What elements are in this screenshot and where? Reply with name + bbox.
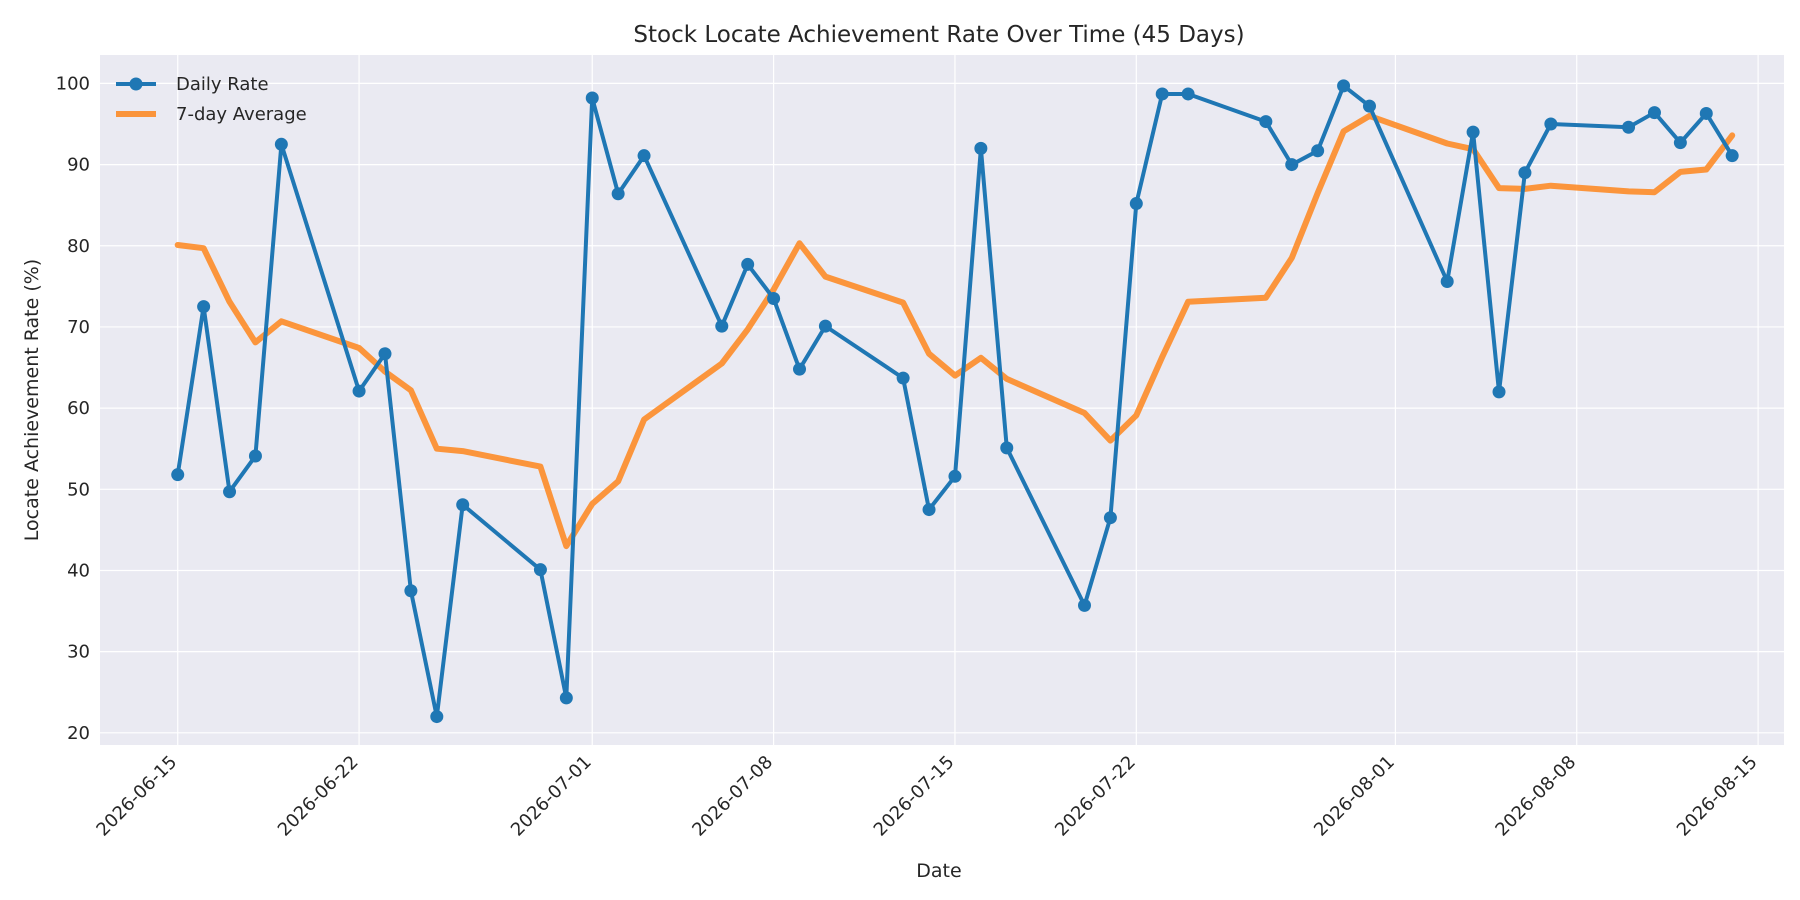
x-tick-label: 2026-07-22 (1051, 752, 1140, 841)
y-tick-label: 90 (67, 155, 90, 176)
data-point-daily-rate (637, 149, 651, 163)
y-tick-label: 40 (67, 560, 90, 581)
y-tick-label: 30 (67, 642, 90, 663)
data-point-daily-rate (274, 137, 288, 151)
data-point-daily-rate (1129, 197, 1143, 211)
series-line-7-day-average (174, 112, 1736, 550)
y-tick-label: 20 (67, 723, 90, 744)
data-point-daily-rate (1285, 158, 1299, 172)
data-point-daily-rate (352, 384, 366, 398)
x-tick-label: 2026-07-01 (507, 752, 596, 841)
data-point-daily-rate (223, 485, 237, 499)
data-point-daily-rate (456, 498, 470, 512)
data-point-daily-rate (741, 257, 755, 271)
data-point-daily-rate (378, 347, 392, 361)
chart-title: Stock Locate Achievement Rate Over Time … (633, 22, 1244, 48)
data-point-daily-rate (197, 300, 211, 314)
y-axis-label: Locate Achievement Rate (%) (21, 259, 43, 541)
data-point-daily-rate (1492, 385, 1506, 399)
data-point-daily-rate (1518, 166, 1532, 180)
x-tick-label: 2026-06-22 (274, 752, 363, 841)
y-tick-label: 50 (67, 479, 90, 500)
data-point-daily-rate (1103, 511, 1117, 525)
data-point-daily-rate (430, 710, 444, 724)
x-tick-label: 2026-08-01 (1310, 752, 1399, 841)
data-point-daily-rate (793, 362, 807, 376)
data-point-daily-rate (1544, 117, 1558, 131)
data-point-daily-rate (1725, 149, 1739, 163)
y-tick-label: 80 (67, 236, 90, 257)
x-tick-label: 2026-07-08 (688, 752, 777, 841)
data-point-daily-rate (1337, 79, 1351, 93)
data-point-daily-rate (1362, 99, 1376, 113)
data-point-daily-rate (818, 319, 832, 333)
y-tick-label: 60 (67, 398, 90, 419)
y-tick-label: 70 (67, 317, 90, 338)
data-point-daily-rate (1155, 87, 1169, 101)
x-tick-label: 2026-08-08 (1491, 752, 1580, 841)
data-point-daily-rate (948, 469, 962, 483)
legend-marker-daily-rate (129, 77, 143, 91)
data-point-daily-rate (1259, 115, 1273, 129)
x-tick-label: 2026-06-15 (92, 752, 181, 841)
data-point-daily-rate (1181, 87, 1195, 101)
data-point-daily-rate (896, 371, 910, 385)
data-point-daily-rate (404, 584, 418, 598)
data-point-daily-rate (1077, 598, 1091, 612)
data-point-daily-rate (1673, 136, 1687, 150)
data-point-daily-rate (1000, 441, 1014, 455)
y-tick-label: 100 (56, 73, 90, 94)
data-point-daily-rate (715, 319, 729, 333)
legend-label-7-day-average: 7-day Average (176, 104, 307, 125)
plot-area (100, 55, 1784, 745)
data-point-daily-rate (1466, 125, 1480, 139)
data-point-daily-rate (767, 292, 781, 306)
data-point-daily-rate (559, 691, 573, 705)
data-point-daily-rate (585, 91, 599, 105)
data-point-daily-rate (611, 187, 625, 201)
grid (100, 55, 1784, 745)
x-tick-label: 2026-08-15 (1673, 752, 1762, 841)
x-axis-label: Date (916, 860, 961, 882)
data-point-daily-rate (171, 468, 185, 482)
data-point-daily-rate (1311, 144, 1325, 158)
series-layer (171, 79, 1739, 724)
legend: Daily Rate 7-day Average (116, 74, 307, 125)
data-point-daily-rate (1622, 120, 1636, 134)
x-tick-label: 2026-07-15 (870, 752, 959, 841)
data-point-daily-rate (248, 449, 262, 463)
data-point-daily-rate (1699, 106, 1713, 120)
data-point-daily-rate (533, 563, 547, 577)
legend-label-daily-rate: Daily Rate (176, 74, 269, 95)
data-point-daily-rate (1440, 274, 1454, 288)
data-point-daily-rate (974, 141, 988, 155)
data-point-daily-rate (1647, 106, 1661, 120)
data-point-daily-rate (922, 503, 936, 517)
